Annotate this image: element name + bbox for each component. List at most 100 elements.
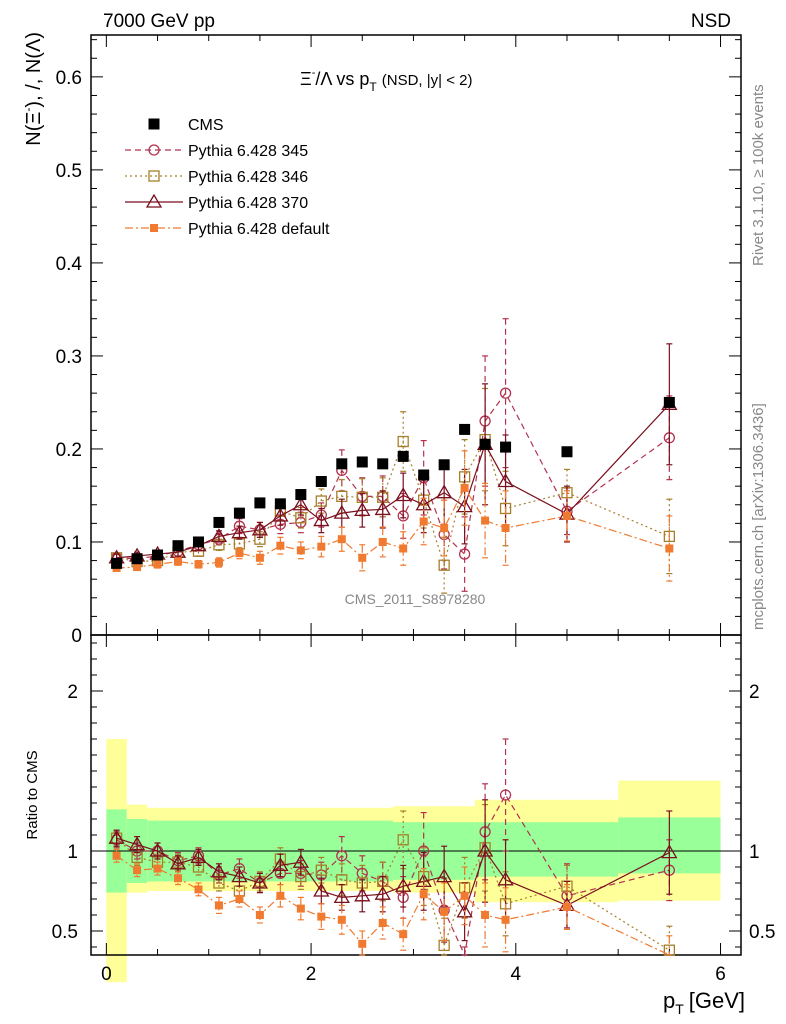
ratio-series-3-point [460,891,469,900]
ratio-series-2-point [333,889,350,904]
side-text-rivet: Rivet 3.1.10, ≥ 100k events [750,84,767,266]
legend-marker [148,170,160,182]
x-tick-label: 6 [715,964,726,985]
ratio-y-tick-label-right: 1 [749,842,760,863]
ratio-y-axis-label: Ratio to CMS [24,750,41,839]
main-series-4-point [235,549,244,558]
ratio-series-3-point [378,919,387,927]
x-tick-label: 4 [511,964,522,985]
ratio-series-2-point [436,868,453,883]
main-y-axis-label: N(Ξ-), /, N(Λ) [21,32,45,146]
ratio-series-2-point [149,842,166,857]
main-series-2-point [397,435,409,448]
main-series-1-line [116,392,670,560]
cms-data-point [500,441,512,453]
main-series-3-point [436,484,453,499]
ratio-series-2-point [395,877,412,892]
ratio-series-2-point [313,882,330,897]
ratio-series-2-point [476,842,494,857]
cms-data-point [233,507,245,519]
cms-data-point [561,446,573,458]
ratio-series-2-point [231,868,248,883]
ratio-y-tick-label-right: 2 [749,682,760,703]
main-series-4-point [153,560,162,569]
main-series-4-point [440,524,449,533]
cms-data-point [438,459,450,471]
main-series-4-point [562,511,571,520]
main-series-3-point [231,524,248,539]
main-series-3-point [497,473,514,488]
y-tick-label: 0.1 [56,533,82,554]
main-series-2-point [663,530,675,543]
main-series-4-point [399,544,408,553]
legend-label: Pythia 6.428 346 [188,169,308,186]
main-series-4-point [255,553,264,562]
legend-marker [150,224,158,232]
legend-label: Pythia 6.428 default [188,221,330,238]
main-series-2-point [438,559,450,571]
cms-data-point [397,450,409,462]
ratio-series-2-point [108,829,125,844]
main-series-4-point [460,484,469,493]
main-series-4-point [378,537,387,546]
main-series-4-point [214,558,223,567]
ratio-series-2-point [497,871,514,886]
main-series-3-point [354,502,371,516]
ratio-series-2-point [169,855,187,870]
main-series-4-point [174,557,183,566]
main-series-3-point [210,528,228,543]
ratio-series-2-point [128,836,146,851]
main-series-4-point [133,563,142,572]
ratio-series-3-point [481,911,490,919]
main-series-3-point [292,496,309,511]
ratio-series-3-point [133,866,142,875]
cms-data-point [192,536,204,548]
ratio-series-1-line [116,837,670,951]
ratio-series-2-line [116,837,670,914]
cms-data-point [131,553,143,565]
ratio-series-layer [108,738,678,958]
main-series-3-point [395,487,412,502]
x-tick-label: 2 [306,964,317,985]
ratio-series-3-point [255,911,264,919]
ratio-series-2-point [374,885,391,900]
main-series-4-point [419,517,428,526]
header-right: NSD [691,11,731,32]
main-series-4-point [194,560,203,569]
ratio-series-2-point [251,874,269,889]
ratio-series-3-point [358,939,367,948]
ratio-series-2-point [190,849,207,864]
cms-data-point [459,423,471,435]
ratio-y-tick-label-left: 1 [67,842,78,863]
cms-data-point [213,516,225,528]
main-series-4-point [317,542,326,551]
main-series-4-point [276,541,285,550]
cms-data-point [274,498,286,510]
header-left: 7000 GeV pp [103,11,215,32]
ratio-series-2-point [210,863,228,878]
main-series-3-point [313,512,330,527]
ratio-y-tick-label-left: 0.5 [52,922,78,943]
legend-label: Pythia 6.428 370 [188,195,308,212]
ratio-series-3-point [153,864,162,873]
legend-label: Pythia 6.428 345 [188,143,308,160]
y-tick-label: 0.2 [56,440,82,461]
main-series-4-point [481,516,490,525]
y-tick-label: 0.4 [56,254,83,275]
legend-marker [148,144,160,156]
ratio-series-3-point [562,903,571,911]
ratio-series-3-point [337,915,346,924]
legend-marker [148,118,160,130]
ratio-series-3-point [112,851,121,860]
main-title: Ξ-/Λ vs pT (NSD, |y| < 2) [300,67,473,94]
y-tick-label: 0.3 [56,347,82,368]
main-series-4-point [337,535,346,544]
ratio-series-3-point [276,891,285,900]
band-green-4 [474,822,619,877]
ratio-series-2-point [272,857,289,872]
cms-data-point [111,557,123,569]
y-tick-label: 0 [71,626,82,647]
main-series-layer [108,318,678,594]
ratio-series-2-point [661,844,678,859]
ratio-series-3-point [440,907,449,916]
